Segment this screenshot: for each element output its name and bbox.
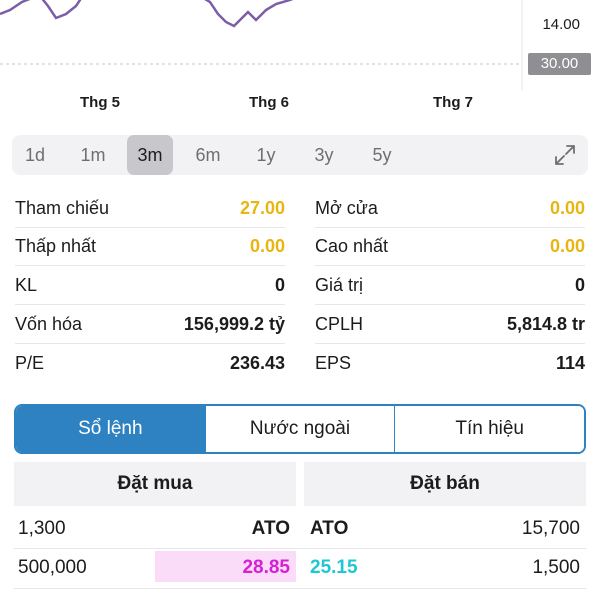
sell-price[interactable]: 25.15 <box>310 557 358 578</box>
stat-kl: KL 0 <box>15 267 285 305</box>
stat-value: 0.00 <box>249 236 285 256</box>
timeframe-6m[interactable]: 6m <box>195 145 221 165</box>
x-axis: Thg 5 Thg 6 Thg 7 <box>0 94 600 114</box>
buy-price[interactable]: 28.85 <box>242 557 290 578</box>
stat-label: Cao nhất <box>315 236 389 256</box>
row-divider <box>14 548 586 549</box>
last-price-tag: 30.00 <box>528 53 591 75</box>
stat-label: Giá trị <box>315 275 364 295</box>
buy-header: Đặt mua <box>14 462 296 506</box>
divider <box>315 227 585 228</box>
expand-arrows-icon[interactable] <box>554 144 576 166</box>
stat-von-hoa: Vốn hóa 156,999.2 tỷ <box>15 306 285 344</box>
stat-eps: EPS 114 <box>315 345 585 383</box>
timeframe-1y[interactable]: 1y <box>256 145 276 165</box>
divider <box>315 304 585 305</box>
stat-value: 156,999.2 tỷ <box>183 314 285 334</box>
x-axis-label: Thg 5 <box>80 94 120 111</box>
stat-gia-tri: Giá trị 0 <box>315 267 585 305</box>
stat-label: Tham chiếu <box>15 198 110 218</box>
stat-label: Vốn hóa <box>15 314 83 334</box>
tab-nuoc-ngoai[interactable]: Nước ngoài <box>205 406 396 452</box>
stat-value: 114 <box>555 353 585 373</box>
stat-pe: P/E 236.43 <box>15 345 285 383</box>
divider <box>15 304 285 305</box>
y-axis-label: 14.00 <box>542 16 580 33</box>
timeframe-5y[interactable]: 5y <box>372 145 392 165</box>
stat-value: 0.00 <box>549 198 585 218</box>
stat-cplh: CPLH 5,814.8 tr <box>315 306 585 344</box>
stat-value: 27.00 <box>239 198 285 218</box>
buy-volume: 1,300 <box>18 518 66 539</box>
divider <box>315 265 585 266</box>
timeframe-1d[interactable]: 1d <box>24 145 46 165</box>
buy-price[interactable]: ATO <box>251 518 290 539</box>
x-axis-label: Thg 6 <box>249 94 289 111</box>
x-axis-label: Thg 7 <box>433 94 473 111</box>
timeframe-3y[interactable]: 3y <box>314 145 334 165</box>
stat-label: EPS <box>315 353 352 373</box>
row-divider <box>14 588 586 589</box>
stat-value: 5,814.8 tr <box>506 314 585 334</box>
tab-tin-hieu[interactable]: Tín hiệu <box>395 406 584 452</box>
sell-price[interactable]: ATO <box>310 518 349 539</box>
order-tabs: Sổ lệnh Nước ngoài Tín hiệu <box>14 404 586 454</box>
divider <box>15 227 285 228</box>
stat-value: 0 <box>574 275 585 295</box>
stat-value: 0 <box>274 275 285 295</box>
stat-value: 0.00 <box>549 236 585 256</box>
divider <box>15 265 285 266</box>
stat-value: 236.43 <box>229 353 285 373</box>
stat-cao-nhat: Cao nhất 0.00 <box>315 228 585 266</box>
buy-volume: 500,000 <box>18 557 87 578</box>
stat-tham-chieu: Tham chiếu 27.00 <box>15 190 285 228</box>
price-chart-svg <box>0 0 523 90</box>
buy-price-highlight <box>155 551 296 582</box>
stat-label: P/E <box>15 353 45 373</box>
divider <box>15 343 285 344</box>
stat-label: Mở cửa <box>315 198 378 218</box>
sell-volume: 1,500 <box>532 557 580 578</box>
price-series-line <box>0 0 294 28</box>
timeframe-selector: 1d 1m 3m 6m 1y 3y 5y <box>12 135 588 175</box>
divider <box>315 343 585 344</box>
timeframe-1m[interactable]: 1m <box>80 145 106 165</box>
sell-volume: 15,700 <box>521 518 580 539</box>
sell-header: Đặt bán <box>304 462 586 506</box>
timeframe-3m[interactable]: 3m <box>127 135 173 175</box>
price-chart[interactable]: 14.00 30.00 <box>0 0 600 90</box>
stat-label: Thấp nhất <box>15 236 97 256</box>
stat-label: KL <box>15 275 38 295</box>
stat-thap-nhat: Thấp nhất 0.00 <box>15 228 285 266</box>
stat-label: CPLH <box>315 314 364 334</box>
tab-so-lenh[interactable]: Sổ lệnh <box>16 406 206 452</box>
stat-mo-cua: Mở cửa 0.00 <box>315 190 585 228</box>
